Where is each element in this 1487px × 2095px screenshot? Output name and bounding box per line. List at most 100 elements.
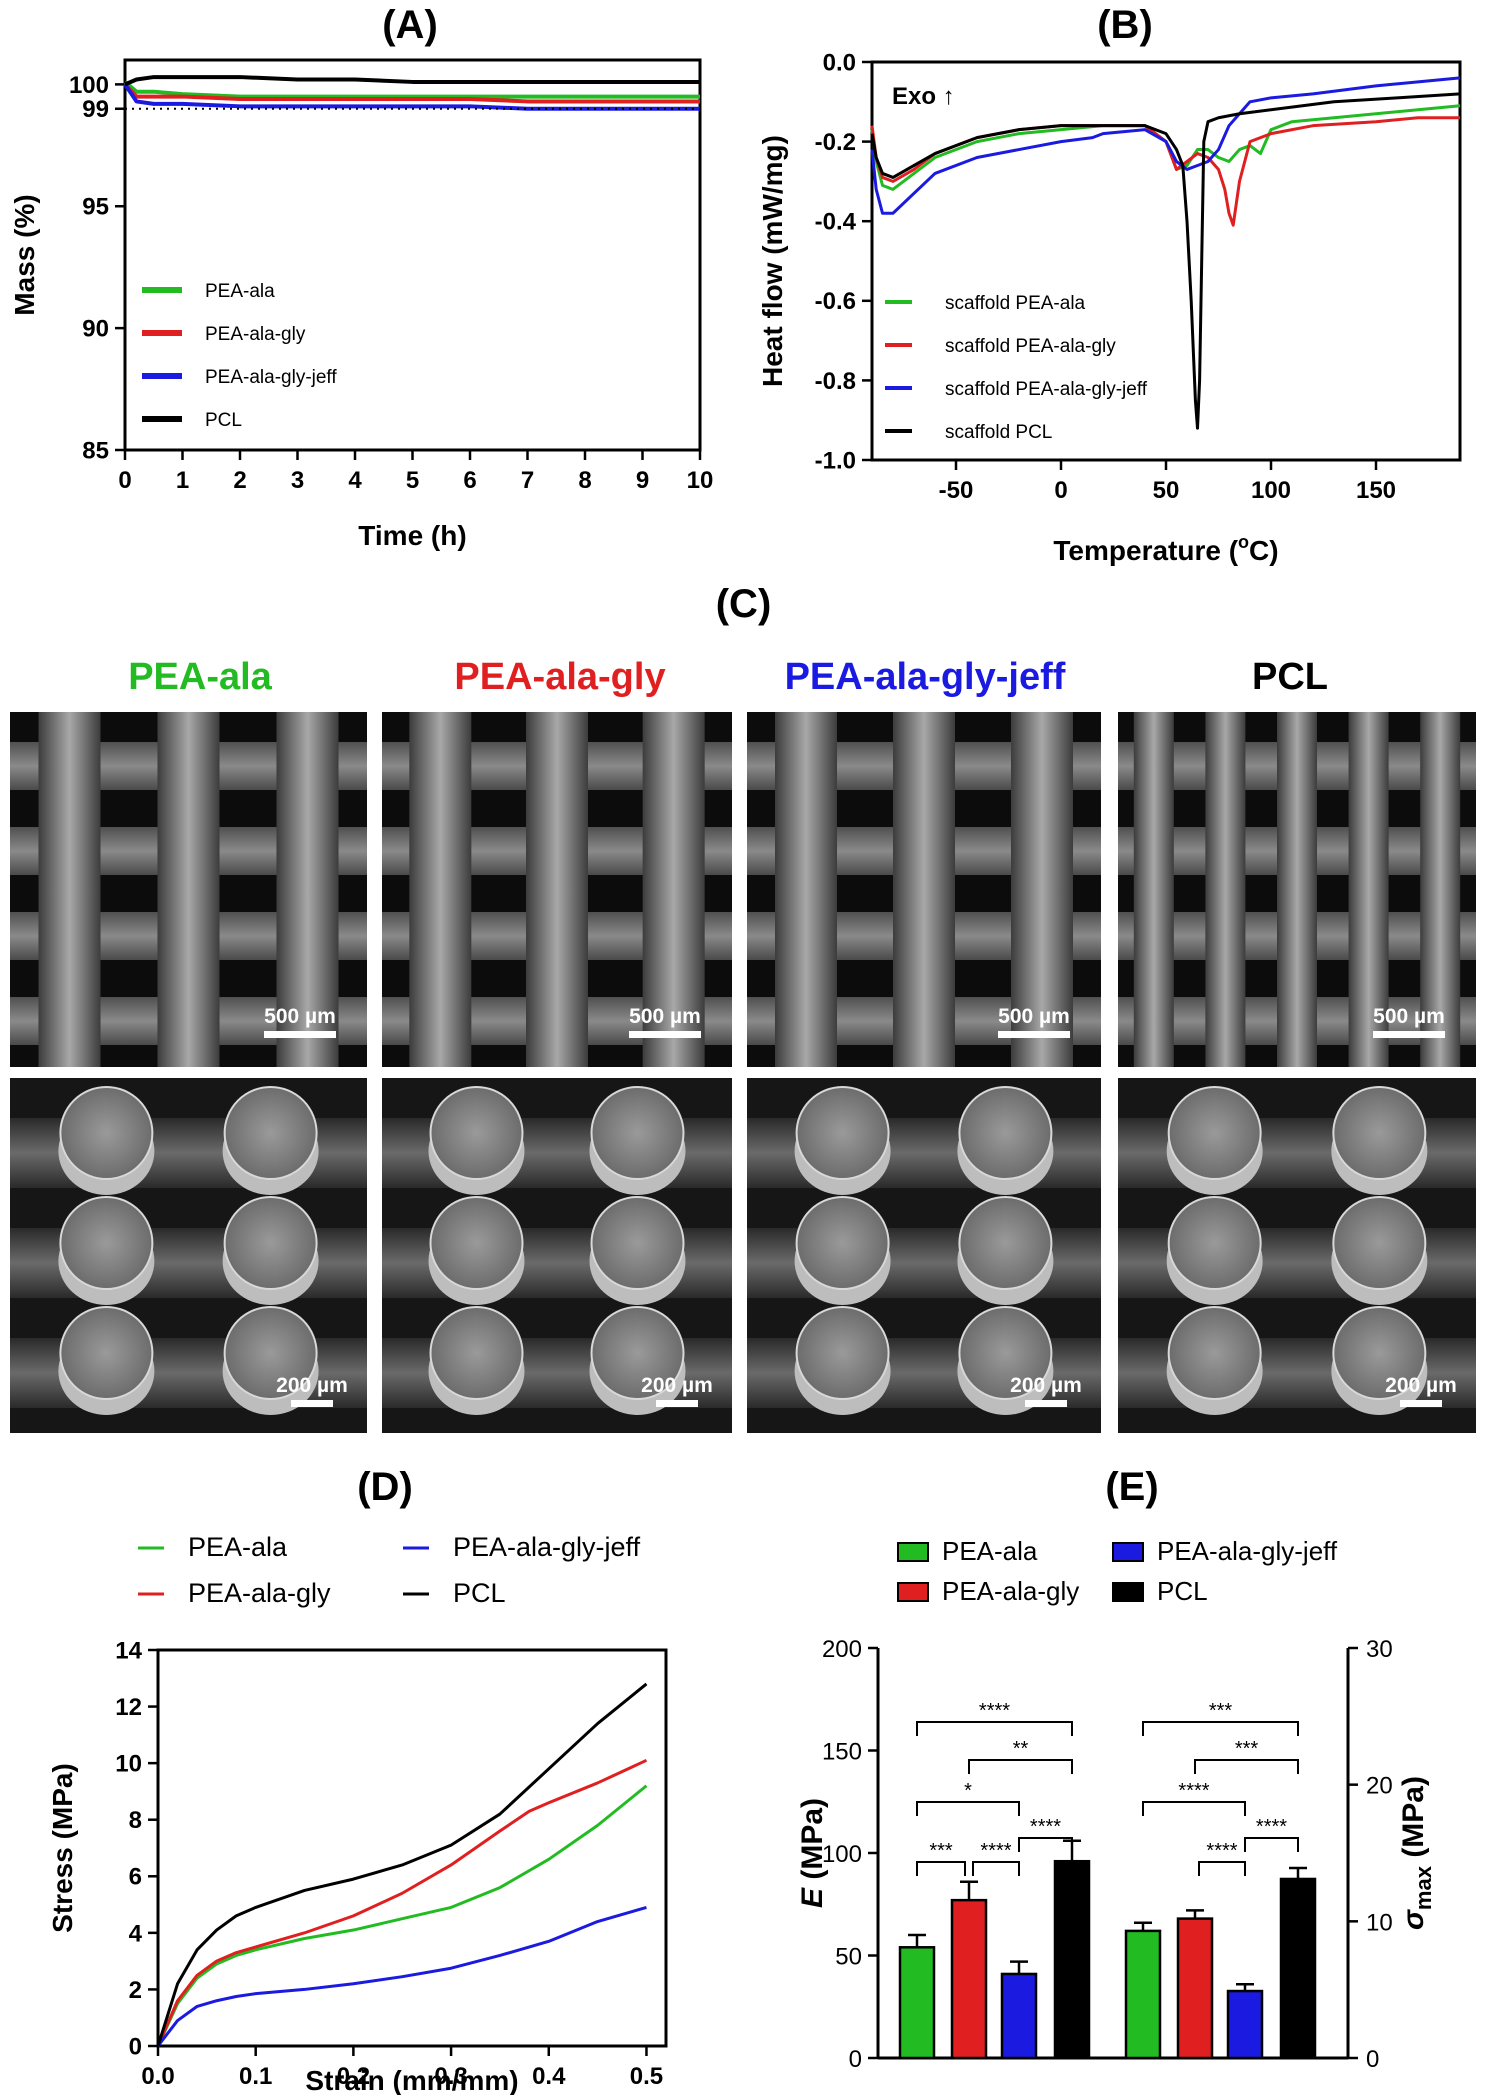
y-axis-label: Stress (MPa) xyxy=(47,1763,78,1933)
x-tick-label: 3 xyxy=(291,467,304,494)
significance-label: **** xyxy=(1178,1780,1209,1802)
sem-image-cross-section xyxy=(10,1078,367,1433)
legend-label: PEA-ala-gly xyxy=(188,1578,331,1608)
y-tick-label-right: 10 xyxy=(1366,1909,1393,1936)
legend-label: PCL xyxy=(1157,1576,1208,1606)
y-tick-label: 150 xyxy=(822,1739,862,1766)
y-tick-label: 0 xyxy=(849,2046,862,2073)
scale-bar-200um: 200 µm xyxy=(632,1374,722,1407)
y-tick-label: -0.4 xyxy=(815,209,857,236)
y-tick-label: 14 xyxy=(115,1637,142,1664)
x-tick-label: 6 xyxy=(463,467,476,494)
significance-bracket xyxy=(972,1861,1020,1876)
legend-label: PEA-ala-gly-jeff xyxy=(453,1532,641,1562)
x-tick-label: 4 xyxy=(348,467,362,494)
bar-E-PEA-ala xyxy=(898,1946,936,2060)
sem-image-cross-section xyxy=(1118,1078,1476,1433)
x-tick-label: 0.2 xyxy=(337,2063,370,2090)
x-tick-label: 150 xyxy=(1356,477,1396,504)
x-tick-label: 0.4 xyxy=(532,2063,566,2090)
x-tick-label: -50 xyxy=(939,477,974,504)
y-tick-label: 85 xyxy=(82,437,109,464)
y-tick-label: 99 xyxy=(82,96,109,123)
scale-bar-label: 500 µm xyxy=(998,1005,1070,1028)
y-tick-label: -0.6 xyxy=(815,288,856,315)
legend-label: scaffold PEA-ala-gly xyxy=(945,336,1116,357)
y-tick-label: -0.2 xyxy=(815,129,856,156)
legend-swatch xyxy=(897,1542,929,1562)
legend-label: PEA-ala-gly-jeff xyxy=(1157,1536,1338,1566)
legend-swatch xyxy=(897,1582,929,1602)
scale-bar-label: 500 µm xyxy=(264,1005,336,1028)
bar-E-PEA-ala-gly xyxy=(950,1898,988,2060)
significance-bracket xyxy=(1142,1801,1246,1816)
scale-bar-200um: 200 µm xyxy=(1376,1374,1466,1407)
y-tick-label: 90 xyxy=(82,316,109,343)
panel-a-label: (A) xyxy=(382,3,438,47)
series-line-PEA-ala-gly xyxy=(123,83,700,104)
x-tick-label: 8 xyxy=(578,467,591,494)
series-line-PEA-ala-gly-jeff xyxy=(123,83,700,111)
y-tick-label: 0.0 xyxy=(823,49,856,76)
y-tick-label-right: 30 xyxy=(1366,1636,1393,1663)
significance-label: *** xyxy=(1209,1700,1233,1722)
scale-bar-label: 200 µm xyxy=(1385,1374,1457,1397)
sem-image-cross-section xyxy=(382,1078,732,1433)
legend-label: PEA-ala-gly xyxy=(205,324,306,345)
significance-bracket xyxy=(916,1721,1073,1736)
y-tick-label: 50 xyxy=(835,1944,862,1971)
scale-bar-500um: 500 µm xyxy=(1364,1005,1454,1038)
y-axis-label: Heat flow (mW/mg) xyxy=(757,135,788,387)
series-line-PEA-ala xyxy=(123,80,700,99)
y-tick-label: 2 xyxy=(129,1977,142,2004)
significance-label: *** xyxy=(1235,1738,1259,1760)
legend-label: scaffold PCL xyxy=(945,422,1052,443)
y-tick-label: 200 xyxy=(822,1636,862,1663)
scale-bar-500um: 500 µm xyxy=(255,1005,345,1038)
panel-d-label: (D) xyxy=(357,1465,413,1509)
significance-bracket xyxy=(916,1861,966,1876)
y-tick-label: -1.0 xyxy=(815,447,856,474)
x-axis-label: Strain (mm/mm) xyxy=(305,2065,518,2095)
sem-column-label: PEA-ala-gly xyxy=(454,656,666,698)
significance-bracket xyxy=(1198,1861,1246,1876)
legend-label: PEA-ala xyxy=(205,281,275,302)
series-line-PEA-ala-gly-jeff xyxy=(870,76,1461,215)
bar-E-PEA-ala-gly-jeff xyxy=(1000,1972,1038,2060)
scale-bar-label: 500 µm xyxy=(629,1005,701,1028)
sem-column-label: PEA-ala xyxy=(128,656,272,698)
y-tick-label: 100 xyxy=(822,1841,862,1868)
bar-sigma-PCL xyxy=(1279,1877,1317,2060)
bar-sigma-PEA-ala-gly-jeff xyxy=(1226,1989,1264,2060)
legend-label: PCL xyxy=(205,410,242,431)
scale-bar-200um: 200 µm xyxy=(267,1374,357,1407)
x-tick-label: 9 xyxy=(636,467,649,494)
series-line-PEA-ala xyxy=(870,104,1461,191)
legend-label: scaffold PEA-ala xyxy=(945,293,1086,314)
panel-d-content: 0.0 0.1 0.2 0.3 0.4 0.5 0 2 4 6 8 10 12 14 Strain (mm/… xyxy=(47,1532,663,2095)
sem-image-top-view xyxy=(1118,712,1476,1067)
sem-column-label: PEA-ala-gly-jeff xyxy=(784,656,1066,698)
exo-annotation: Exo ↑ xyxy=(892,83,955,110)
scale-bar-label: 200 µm xyxy=(641,1374,713,1397)
x-tick-label: 100 xyxy=(1251,477,1291,504)
y-tick-label-right: 0 xyxy=(1366,2046,1379,2073)
significance-bracket xyxy=(1142,1721,1299,1736)
y-tick-label-right: 20 xyxy=(1366,1773,1393,1800)
y-axis-label-right: σmax (MPa) xyxy=(1397,1776,1436,1930)
legend-label: PEA-ala xyxy=(942,1536,1038,1566)
significance-bracket xyxy=(968,1759,1073,1774)
panel-a-plot-frame xyxy=(123,58,702,452)
legend-label: scaffold PEA-ala-gly-jeff xyxy=(945,379,1148,400)
x-tick-label: 0.5 xyxy=(630,2063,663,2090)
x-tick-label: 7 xyxy=(521,467,534,494)
series-line-PCL xyxy=(870,92,1461,430)
x-tick-label: 10 xyxy=(687,467,714,494)
y-tick-label: 8 xyxy=(129,1807,142,1834)
significance-label: *** xyxy=(929,1840,953,1862)
scale-bar-label: 200 µm xyxy=(276,1374,348,1397)
significance-label: **** xyxy=(980,1840,1011,1862)
y-tick-label: 0 xyxy=(129,2033,142,2060)
